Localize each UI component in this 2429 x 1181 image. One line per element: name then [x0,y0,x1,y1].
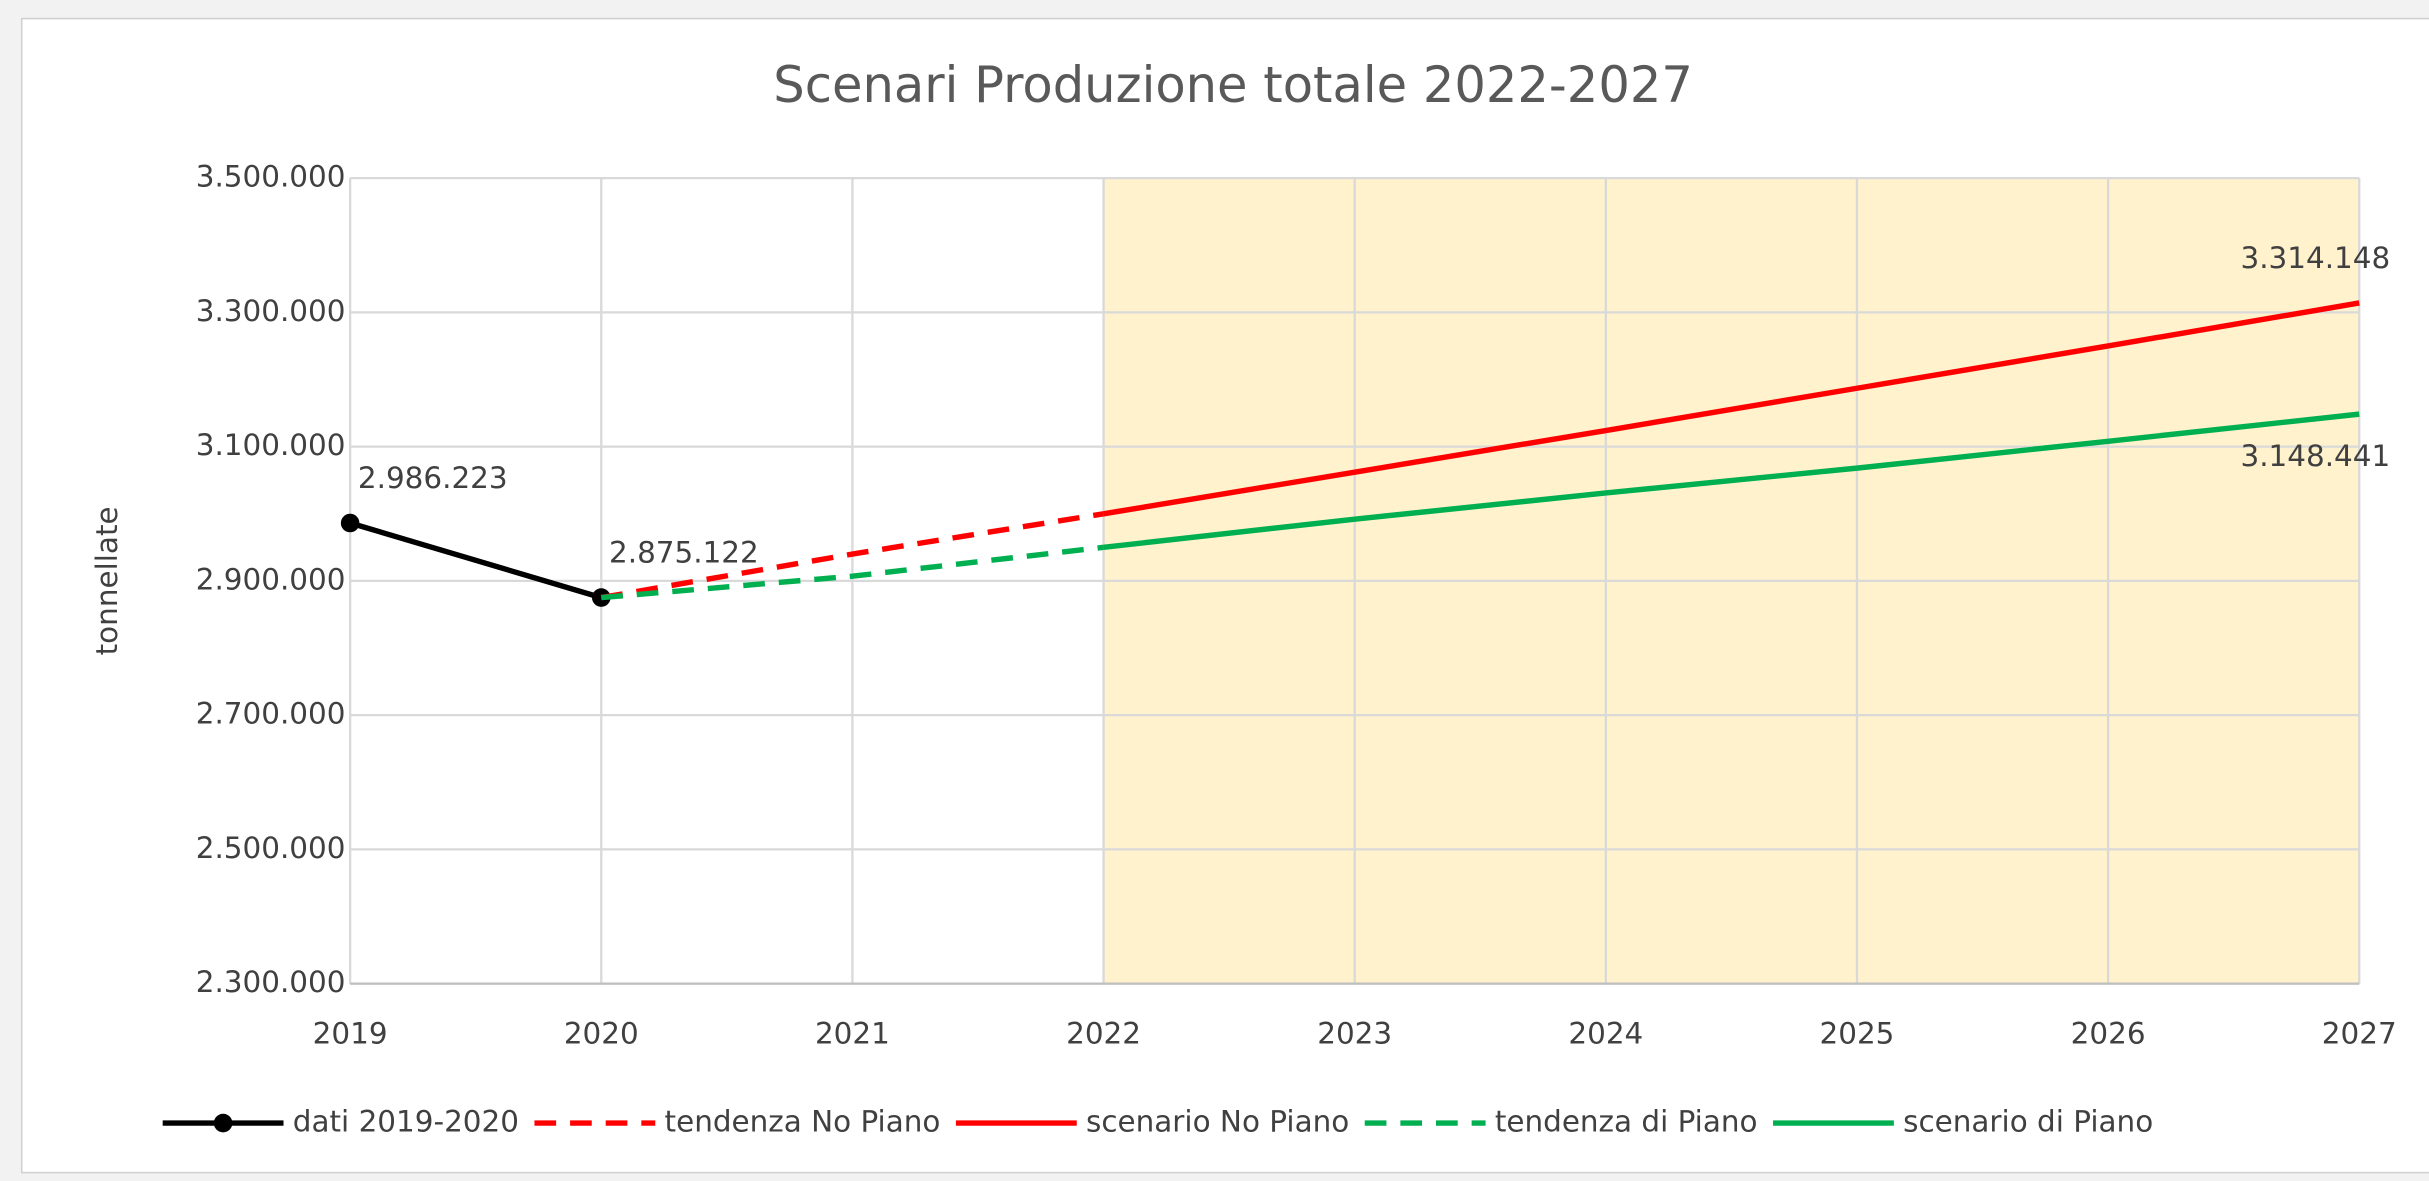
y-tick-label: 3.500.000 [196,160,346,194]
y-tick-label: 3.300.000 [196,294,346,328]
series-line [1103,411,2360,551]
x-tick-label: 2027 [2322,1016,2397,1050]
x-tick-label: 2021 [815,1016,890,1050]
y-tick-label: 2.500.000 [196,831,346,865]
data-label: 2.986.223 [358,461,508,495]
legend-label: scenario di Piano [1903,1105,2153,1139]
chart-title: Scenari Produzione totale 2022-2027 [773,56,1693,114]
legend-label: tendenza No Piano [665,1105,941,1139]
data-label: 3.148.441 [2240,439,2390,473]
y-axis-title: tonnellate [90,506,124,655]
x-tick-label: 2024 [1568,1016,1643,1050]
data-label: 3.314.148 [2240,241,2390,275]
legend-marker [213,1113,233,1133]
data-label: 2.875.122 [609,536,759,570]
x-tick-label: 2026 [2071,1016,2146,1050]
x-tick-label: 2020 [564,1016,639,1050]
point-marker [591,588,611,607]
legend-label: dati 2019-2020 [293,1105,519,1139]
legend-label: tendenza di Piano [1495,1105,1758,1139]
series-line [600,511,1104,601]
x-tick-label: 2025 [1820,1016,1895,1050]
x-tick-label: 2019 [313,1016,388,1050]
x-tick-label: 2023 [1317,1016,1392,1050]
x-tick-label: 2022 [1066,1016,1141,1050]
y-tick-label: 3.100.000 [196,428,346,462]
legend-label: scenario No Piano [1086,1105,1349,1139]
point-marker [340,513,360,533]
y-tick-label: 2.900.000 [196,562,346,596]
series-line [601,544,1104,601]
y-tick-label: 2.300.000 [196,965,346,999]
series-line [349,520,603,601]
y-tick-label: 2.700.000 [196,697,346,731]
series-line [1103,300,2360,517]
